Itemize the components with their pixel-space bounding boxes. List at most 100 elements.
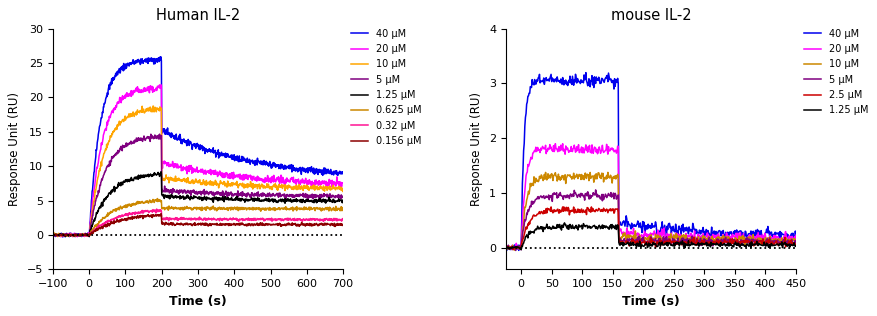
40 μM xyxy=(181,139,191,143)
20 μM xyxy=(688,237,698,241)
20 μM xyxy=(232,175,242,179)
5 μM xyxy=(791,241,802,245)
1.25 μM xyxy=(181,196,191,199)
5 μM xyxy=(658,238,668,242)
1.25 μM xyxy=(501,246,511,250)
10 μM xyxy=(47,233,58,237)
0.32 μM xyxy=(152,207,162,211)
10 μM xyxy=(588,175,598,179)
Line: 20 μM: 20 μM xyxy=(506,144,796,249)
Title: Human IL-2: Human IL-2 xyxy=(156,8,240,23)
0.32 μM xyxy=(90,227,101,231)
40 μM xyxy=(90,155,101,159)
10 μM xyxy=(90,188,101,192)
Line: 2.5 μM: 2.5 μM xyxy=(506,207,796,250)
20 μM xyxy=(90,175,101,179)
2.5 μM xyxy=(658,242,668,246)
1.25 μM xyxy=(588,224,599,228)
10 μM xyxy=(688,236,699,240)
1.25 μM xyxy=(47,234,58,237)
10 μM xyxy=(87,209,97,212)
Line: 5 μM: 5 μM xyxy=(53,134,343,236)
Title: mouse IL-2: mouse IL-2 xyxy=(610,8,691,23)
0.32 μM xyxy=(82,234,92,238)
40 μM xyxy=(513,248,524,252)
1.25 μM xyxy=(232,195,242,198)
Line: 10 μM: 10 μM xyxy=(506,173,796,250)
0.156 μM xyxy=(232,222,242,226)
1.25 μM xyxy=(614,243,624,246)
Line: 1.25 μM: 1.25 μM xyxy=(506,223,796,250)
Y-axis label: Response Unit (RU): Response Unit (RU) xyxy=(9,92,21,206)
Line: 40 μM: 40 μM xyxy=(53,57,343,237)
40 μM xyxy=(338,171,348,175)
0.156 μM xyxy=(87,232,97,235)
40 μM xyxy=(588,86,599,89)
2.5 μM xyxy=(588,209,599,213)
5 μM xyxy=(510,249,521,252)
20 μM xyxy=(510,247,520,251)
20 μM xyxy=(125,94,135,98)
0.156 μM xyxy=(83,234,94,238)
20 μM xyxy=(550,142,560,146)
40 μM xyxy=(688,222,698,225)
40 μM xyxy=(501,246,511,250)
40 μM xyxy=(232,154,242,158)
Line: 10 μM: 10 μM xyxy=(53,106,343,237)
20 μM xyxy=(338,181,348,185)
0.32 μM xyxy=(87,229,97,233)
0.156 μM xyxy=(90,229,101,233)
0.156 μM xyxy=(47,234,58,238)
10 μM xyxy=(717,235,727,239)
5 μM xyxy=(232,192,242,196)
20 μM xyxy=(47,234,58,237)
10 μM xyxy=(232,183,242,187)
2.5 μM xyxy=(545,205,556,209)
1.25 μM xyxy=(338,199,348,203)
2.5 μM xyxy=(688,241,698,245)
0.625 μM xyxy=(87,229,97,233)
10 μM xyxy=(53,235,63,239)
2.5 μM xyxy=(791,243,802,247)
40 μM xyxy=(125,61,135,65)
0.32 μM xyxy=(232,217,242,221)
5 μM xyxy=(688,239,698,243)
10 μM xyxy=(338,189,348,192)
2.5 μM xyxy=(501,246,511,250)
Line: 5 μM: 5 μM xyxy=(506,190,796,251)
Line: 0.625 μM: 0.625 μM xyxy=(53,198,343,236)
5 μM xyxy=(688,236,699,240)
1.25 μM xyxy=(560,221,570,225)
1.25 μM xyxy=(87,223,97,227)
0.625 μM xyxy=(81,234,91,238)
10 μM xyxy=(614,236,624,240)
20 μM xyxy=(181,167,191,171)
Legend: 40 μM, 20 μM, 10 μM, 5 μM, 2.5 μM, 1.25 μM: 40 μM, 20 μM, 10 μM, 5 μM, 2.5 μM, 1.25 … xyxy=(803,29,868,115)
0.32 μM xyxy=(338,217,348,221)
5 μM xyxy=(501,246,511,249)
0.625 μM xyxy=(338,208,348,212)
1.25 μM xyxy=(90,215,101,219)
1.25 μM xyxy=(156,170,167,173)
5 μM xyxy=(154,132,165,136)
0.156 μM xyxy=(338,223,348,227)
20 μM xyxy=(87,198,97,202)
40 μM xyxy=(791,233,802,237)
0.625 μM xyxy=(152,197,162,200)
Y-axis label: Response Unit (RU): Response Unit (RU) xyxy=(470,92,483,206)
5 μM xyxy=(125,141,135,144)
1.25 μM xyxy=(125,178,135,181)
Legend: 40 μM, 20 μM, 10 μM, 5 μM, 1.25 μM, 0.625 μM, 0.32 μM, 0.156 μM: 40 μM, 20 μM, 10 μM, 5 μM, 1.25 μM, 0.62… xyxy=(351,29,422,146)
0.625 μM xyxy=(232,205,242,209)
0.156 μM xyxy=(336,223,346,227)
Line: 1.25 μM: 1.25 μM xyxy=(53,172,343,237)
20 μM xyxy=(614,228,624,232)
1.25 μM xyxy=(516,248,526,252)
10 μM xyxy=(791,239,802,243)
20 μM xyxy=(588,149,599,153)
0.625 μM xyxy=(336,207,346,211)
40 μM xyxy=(581,71,591,75)
0.625 μM xyxy=(181,207,191,210)
5 μM xyxy=(590,188,601,192)
20 μM xyxy=(154,83,165,87)
